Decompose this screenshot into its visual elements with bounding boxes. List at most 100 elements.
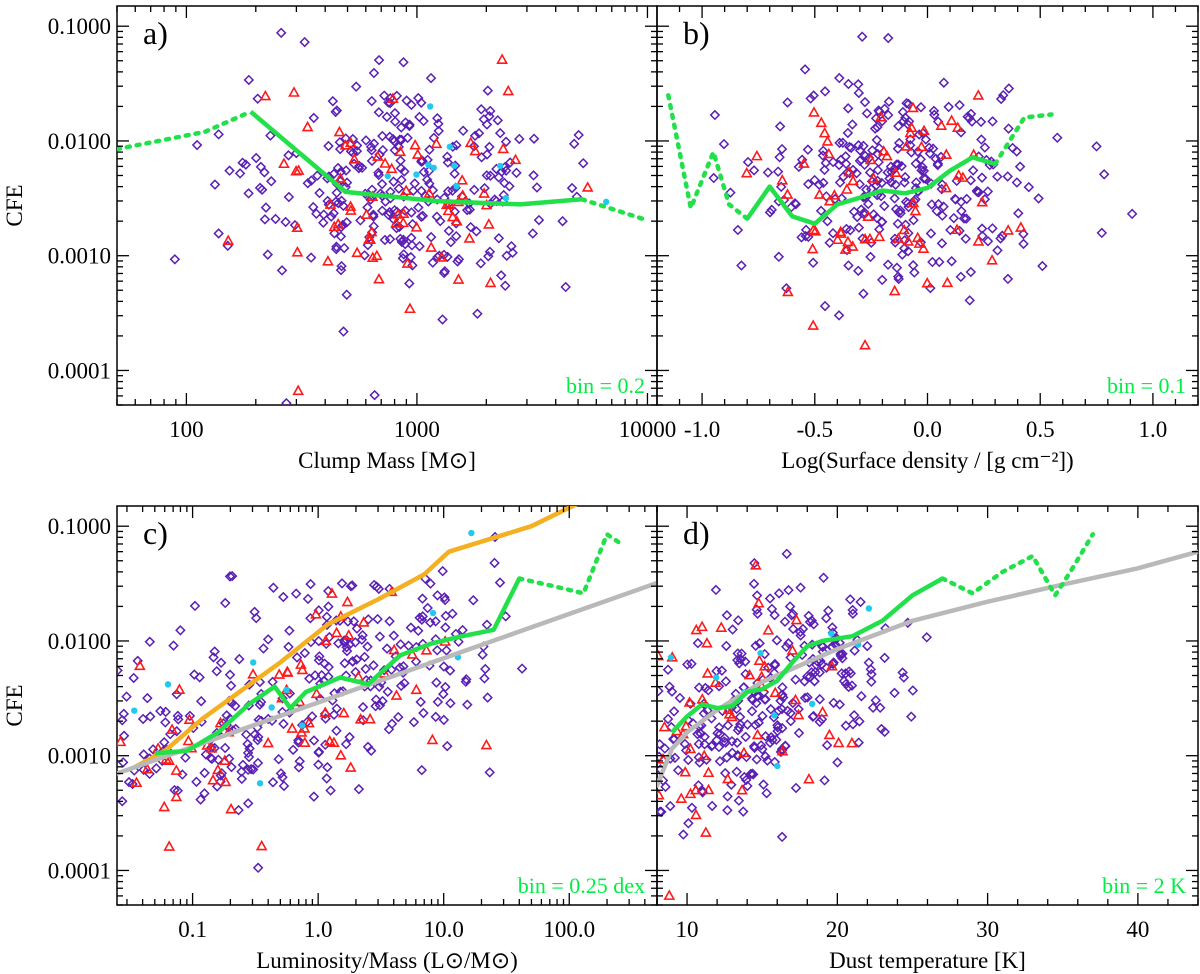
clump-diamond <box>795 582 806 593</box>
clump-triangle <box>957 171 969 182</box>
clump-diamond <box>355 215 366 226</box>
clump-diamond <box>265 176 277 187</box>
clump-triangle <box>808 106 820 117</box>
x-tick-label: 100.0 <box>543 917 595 942</box>
clump-diamond <box>865 251 876 263</box>
clump-diamond <box>870 695 882 706</box>
clump-triangle <box>183 713 196 724</box>
clump-diamond <box>432 590 443 601</box>
clump-diamond <box>979 142 991 153</box>
clump-diamond <box>416 764 428 776</box>
clump-diamond <box>866 676 877 688</box>
clump-diamond <box>804 616 816 628</box>
clump-diamond <box>799 692 811 704</box>
clump-diamond <box>882 259 894 270</box>
clump-diamond <box>821 191 832 202</box>
clump-triangle <box>344 200 357 211</box>
clump-diamond <box>127 778 138 790</box>
clump-diamond <box>967 165 979 176</box>
clump-diamond <box>853 140 864 151</box>
clump-diamond <box>425 72 437 84</box>
clump-diamond <box>802 692 813 703</box>
clump-diamond <box>1033 193 1044 204</box>
clump-diamond <box>441 151 453 162</box>
clump-diamond <box>516 663 528 674</box>
clump-triangle <box>273 668 286 679</box>
clump-diamond <box>335 166 347 178</box>
clump-diamond <box>1052 132 1063 143</box>
clump-diamond <box>496 166 508 177</box>
clump-triangle <box>798 157 810 168</box>
clump-diamond <box>316 670 327 681</box>
clump-triangle <box>322 255 334 266</box>
clump-diamond <box>896 160 907 172</box>
clump-triangle <box>410 683 423 695</box>
clump-diamond <box>180 752 191 763</box>
clump-diamond <box>438 714 450 726</box>
clump-diamond <box>433 125 444 137</box>
clump-diamond <box>992 245 1003 256</box>
clump-triangle <box>373 272 385 284</box>
clump-diamond <box>481 119 493 130</box>
panel-d: 10 20 30 40 Dust temperature [K] d) bin = 2 K <box>656 505 1199 973</box>
clump-diamond <box>495 270 507 281</box>
clump-diamond <box>299 36 310 48</box>
clump-diamond <box>453 636 464 647</box>
clump-diamond <box>283 641 294 653</box>
clump-diamond <box>824 237 835 248</box>
clump-diamond <box>371 581 383 592</box>
clump-diamond <box>738 806 749 817</box>
clump-diamond <box>700 682 711 694</box>
clump-diamond <box>118 730 130 742</box>
x-axis-title: Clump Mass [M⊙] <box>298 448 476 473</box>
clump-diamond <box>855 204 867 215</box>
clump-diamond <box>118 708 130 720</box>
clump-triangle <box>205 742 218 753</box>
clump-triangle <box>281 665 294 677</box>
clump-diamond <box>722 791 733 802</box>
clump-diamond <box>308 735 320 746</box>
clump-diamond <box>200 749 212 760</box>
clump-diamond <box>852 79 864 90</box>
clump-diamond <box>843 78 854 90</box>
clump-triangle <box>917 242 930 253</box>
clump-diamond <box>735 654 747 665</box>
clump-triangle <box>301 120 314 132</box>
clump-diamond <box>841 167 853 179</box>
median-dotted-line <box>992 112 1054 167</box>
clump-diamond <box>751 754 763 765</box>
clump-diamond <box>795 626 806 638</box>
clump-diamond <box>725 187 736 198</box>
clump-diamond <box>461 674 472 685</box>
y-axis-title: CFE <box>2 684 27 726</box>
clump-diamond <box>773 251 785 263</box>
clump-diamond <box>359 250 370 261</box>
clump-diamond <box>918 173 930 184</box>
clump-diamond <box>879 200 890 212</box>
clump-triangle <box>342 629 355 640</box>
clump-diamond <box>445 236 457 248</box>
clump-diamond <box>328 709 340 720</box>
clump-diamond <box>323 601 334 612</box>
clump-diamond <box>240 729 252 740</box>
clump-diamond <box>757 744 768 755</box>
clump-diamond <box>494 127 506 139</box>
panel-c: 0.0001 0.0010 0.0100 0.1000 0.1 1.0 10.0 100.0 L… <box>2 505 658 973</box>
clump-triangle <box>749 559 762 570</box>
clump-diamond <box>703 685 714 696</box>
clump-diamond <box>433 118 444 129</box>
clump-diamond <box>908 195 920 207</box>
clump-diamond <box>409 178 420 189</box>
clump-diamond <box>368 209 379 221</box>
clump-diamond <box>740 774 752 786</box>
clump-triangle <box>826 660 838 671</box>
clump-diamond <box>771 635 783 646</box>
clump-diamond <box>693 682 705 693</box>
clump-diamond <box>382 686 394 698</box>
clump-diamond <box>500 136 512 148</box>
clump-triangle <box>394 145 407 157</box>
clump-diamond <box>747 694 758 706</box>
clump-diamond <box>336 578 348 589</box>
clump-dot <box>496 162 504 170</box>
clump-diamond <box>662 664 674 675</box>
